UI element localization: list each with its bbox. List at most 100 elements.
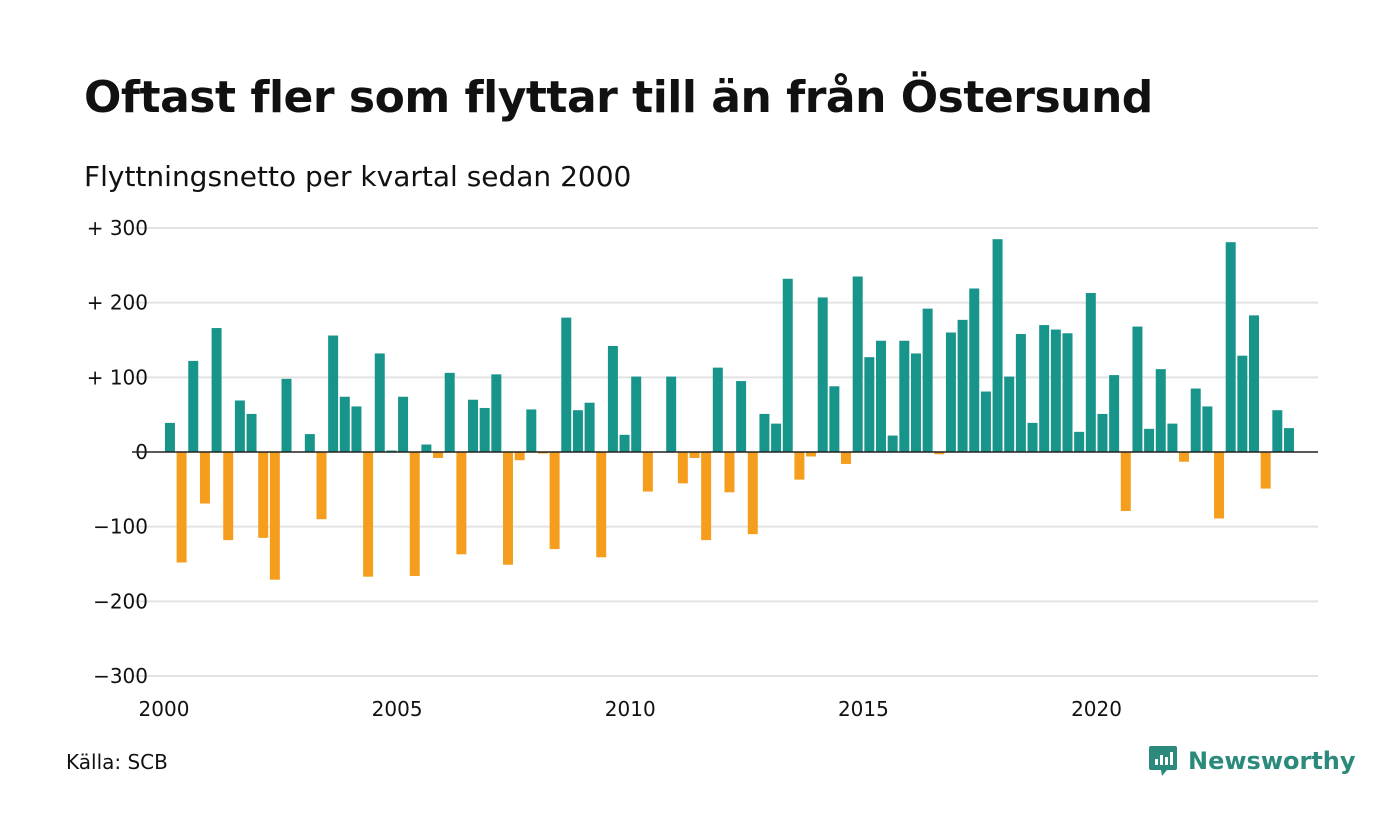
bar xyxy=(258,452,269,538)
bar xyxy=(689,452,700,458)
bar xyxy=(1062,333,1073,452)
bar xyxy=(864,357,875,452)
bar xyxy=(724,452,735,493)
bar xyxy=(561,317,572,452)
bar xyxy=(164,422,175,452)
newsworthy-logo-icon xyxy=(1149,746,1177,776)
y-tick-label: + 100 xyxy=(87,365,148,389)
x-tick-label: 2015 xyxy=(838,697,889,721)
bar xyxy=(934,452,945,455)
bar xyxy=(421,444,432,452)
bar xyxy=(491,374,502,452)
source-note: Källa: SCB xyxy=(66,750,168,774)
bar xyxy=(701,452,712,541)
bar xyxy=(969,288,980,452)
bar xyxy=(398,396,409,452)
x-tick-label: 2005 xyxy=(372,697,423,721)
bar xyxy=(304,434,315,452)
grid-lines xyxy=(132,227,1318,677)
bar xyxy=(1202,406,1213,452)
bar xyxy=(328,335,339,452)
bar xyxy=(1190,388,1201,452)
bar xyxy=(876,340,886,452)
bar xyxy=(1179,452,1190,462)
bar xyxy=(631,376,642,452)
bar xyxy=(502,452,513,565)
bar xyxy=(584,402,595,452)
bar xyxy=(677,452,688,484)
y-tick-label: + 300 xyxy=(87,216,148,240)
bar xyxy=(1249,315,1259,452)
bar xyxy=(572,410,583,452)
y-tick-label: −200 xyxy=(93,589,148,613)
bar xyxy=(1097,413,1108,452)
chart-subtitle: Flyttningsnetto per kvartal sedan 2000 xyxy=(84,160,632,193)
bar xyxy=(1015,334,1026,452)
bar xyxy=(899,340,910,452)
bar xyxy=(992,239,1003,452)
bar xyxy=(666,376,677,452)
bar xyxy=(444,372,455,452)
bar xyxy=(526,409,537,452)
bar xyxy=(736,381,747,452)
bar xyxy=(269,452,280,580)
y-tick-label: −300 xyxy=(93,664,148,688)
bar xyxy=(1214,452,1225,519)
bar xyxy=(841,452,852,464)
bar xyxy=(1144,428,1155,452)
bar xyxy=(747,452,758,535)
bar xyxy=(607,345,618,452)
bar xyxy=(223,452,234,541)
bar xyxy=(1237,355,1248,452)
bar xyxy=(1283,428,1294,452)
bar xyxy=(1132,326,1143,452)
bar xyxy=(910,353,921,452)
bar xyxy=(246,413,257,452)
bar xyxy=(596,452,607,558)
brand-name: Newsworthy xyxy=(1188,747,1356,775)
bar xyxy=(1039,325,1050,452)
bar xyxy=(549,452,560,550)
bar xyxy=(1120,452,1131,511)
bar xyxy=(409,452,420,576)
bar xyxy=(351,406,362,452)
bar xyxy=(887,435,898,452)
bar xyxy=(1050,329,1061,452)
bar xyxy=(363,452,374,577)
brand-logo: Newsworthy xyxy=(1148,744,1356,778)
bar xyxy=(1225,242,1236,452)
x-tick-label: 2020 xyxy=(1071,697,1122,721)
bar xyxy=(712,367,723,452)
bar xyxy=(1074,431,1085,452)
x-tick-label: 2000 xyxy=(139,697,190,721)
bar xyxy=(211,328,222,452)
bar xyxy=(945,332,956,452)
y-tick-label: + 200 xyxy=(87,291,148,315)
bars xyxy=(164,239,1294,580)
bar xyxy=(922,308,933,452)
bar xyxy=(1167,423,1178,452)
bar xyxy=(642,452,653,492)
bar xyxy=(1260,452,1271,489)
chart-title: Oftast fler som flyttar till än från Öst… xyxy=(84,72,1153,123)
bar xyxy=(234,400,245,452)
bar xyxy=(806,452,817,457)
bar xyxy=(817,297,828,452)
bar xyxy=(1109,375,1120,452)
x-tick-label: 2010 xyxy=(605,697,656,721)
bar xyxy=(281,378,292,452)
bar xyxy=(176,452,187,563)
bar xyxy=(1155,369,1166,452)
bar xyxy=(339,396,350,452)
bar xyxy=(199,452,210,504)
bar xyxy=(619,434,630,452)
bar xyxy=(468,399,479,452)
bar xyxy=(456,452,467,555)
bar xyxy=(374,353,385,452)
bar xyxy=(794,452,805,480)
bar xyxy=(852,276,863,452)
bar xyxy=(514,452,525,461)
bar xyxy=(771,423,782,452)
